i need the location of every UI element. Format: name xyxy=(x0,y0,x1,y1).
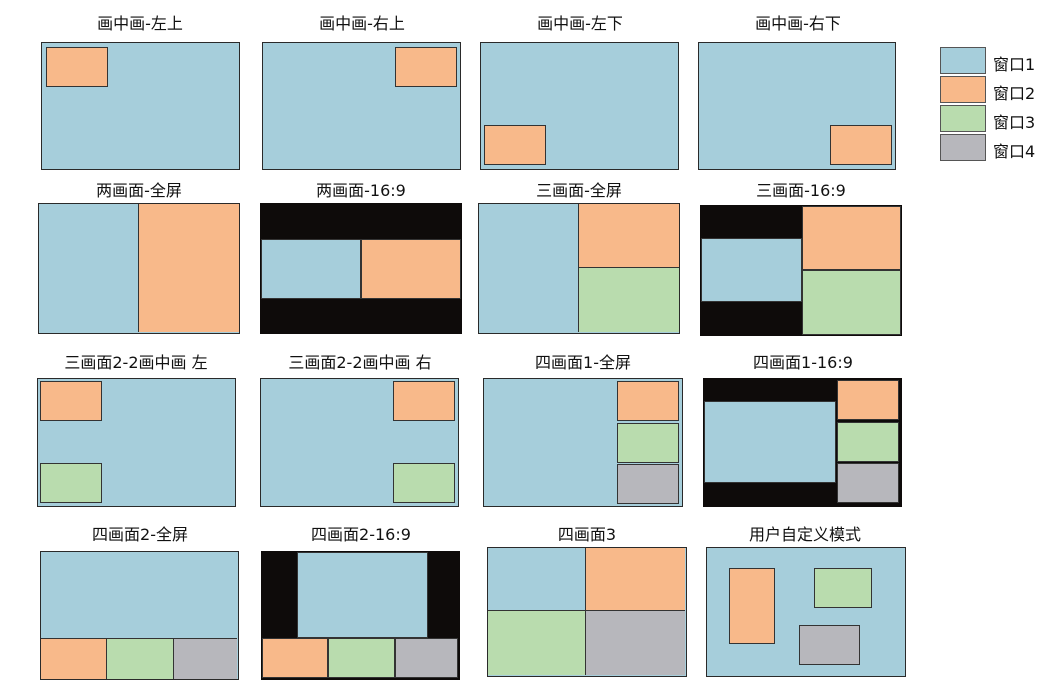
window-4 xyxy=(837,463,899,503)
legend-item-window3: 窗口3 xyxy=(940,105,1050,134)
layout-pip-bottom-right[interactable] xyxy=(698,42,896,170)
layout-three-full[interactable] xyxy=(478,203,680,334)
window-2 xyxy=(41,638,107,679)
window-1 xyxy=(297,552,428,638)
window-3 xyxy=(40,463,102,503)
window-1 xyxy=(701,238,802,302)
window-2 xyxy=(46,47,108,87)
legend-swatch-window4 xyxy=(940,134,986,161)
layout-four2-full[interactable] xyxy=(40,551,239,680)
layout-title-four3: 四画面3 xyxy=(557,525,617,544)
legend-swatch-window2 xyxy=(940,76,986,103)
window-3 xyxy=(328,638,395,678)
window-4 xyxy=(799,625,860,665)
window-2 xyxy=(393,381,455,421)
window-1 xyxy=(261,239,361,299)
legend-swatch-window3 xyxy=(940,105,986,132)
layout-four2-16-9[interactable] xyxy=(261,551,460,680)
window-3 xyxy=(814,568,872,608)
layout-three-16-9[interactable] xyxy=(700,205,902,336)
layout-two-full[interactable] xyxy=(38,203,240,334)
layout-pip-top-left[interactable] xyxy=(41,42,240,170)
layout-title-three-pip-right: 三画面2-2画中画 右 xyxy=(288,353,432,372)
legend-item-window4: 窗口4 xyxy=(940,134,1050,163)
legend-label-window4: 窗口4 xyxy=(993,142,1036,161)
window-4 xyxy=(586,611,685,675)
layout-title-pip-top-right: 画中画-右上 xyxy=(319,14,405,33)
window-2 xyxy=(837,380,899,420)
layout-title-four2-full: 四画面2-全屏 xyxy=(92,525,188,544)
layout-title-pip-bottom-left: 画中画-左下 xyxy=(537,14,623,33)
legend-label-window3: 窗口3 xyxy=(993,113,1036,132)
legend-item-window1: 窗口1 xyxy=(940,47,1050,76)
layout-four1-16-9[interactable] xyxy=(703,378,902,507)
legend-swatch-window1 xyxy=(940,47,986,74)
window-2 xyxy=(617,381,679,421)
window-3 xyxy=(837,422,899,462)
layout-title-three-pip-left: 三画面2-2画中画 左 xyxy=(64,353,208,372)
window-2 xyxy=(579,204,679,268)
window-1 xyxy=(479,204,579,332)
legend-label-window2: 窗口2 xyxy=(993,84,1036,103)
window-4 xyxy=(174,638,237,679)
window-3 xyxy=(393,463,455,503)
window-2 xyxy=(40,381,102,421)
layout-four3[interactable] xyxy=(487,547,687,677)
window-2 xyxy=(395,47,457,87)
window-4 xyxy=(617,464,679,504)
window-3 xyxy=(579,268,679,332)
layout-pip-bottom-left[interactable] xyxy=(480,42,679,170)
legend-item-window2: 窗口2 xyxy=(940,76,1050,105)
layout-two-16-9[interactable] xyxy=(260,203,462,334)
layout-title-pip-top-left: 画中画-左上 xyxy=(97,14,183,33)
layout-title-four2-16-9: 四画面2-16:9 xyxy=(311,525,411,544)
layout-title-four1-16-9: 四画面1-16:9 xyxy=(753,353,853,372)
layout-custom[interactable] xyxy=(706,547,906,677)
window-2 xyxy=(361,239,461,299)
window-2 xyxy=(484,125,546,165)
window-2 xyxy=(139,204,239,332)
window-4 xyxy=(395,638,458,678)
layout-pip-top-right[interactable] xyxy=(262,42,461,170)
window-2 xyxy=(729,568,775,644)
layout-title-three-full: 三画面-全屏 xyxy=(536,181,622,200)
window-2 xyxy=(802,206,901,270)
window-1 xyxy=(704,401,836,483)
layout-title-pip-bottom-right: 画中画-右下 xyxy=(755,14,841,33)
window-1 xyxy=(488,548,586,611)
layout-three-pip-right[interactable] xyxy=(260,378,459,507)
window-3 xyxy=(488,611,586,675)
legend-label-window1: 窗口1 xyxy=(993,55,1036,74)
window-1 xyxy=(39,204,139,332)
window-3 xyxy=(107,638,174,679)
window-2 xyxy=(830,125,892,165)
layout-title-custom: 用户自定义模式 xyxy=(748,525,861,544)
layout-four1-full[interactable] xyxy=(483,378,683,507)
window-3 xyxy=(617,423,679,463)
layout-title-two-16-9: 两画面-16:9 xyxy=(316,181,406,200)
window-2 xyxy=(586,548,685,611)
layout-title-two-full: 两画面-全屏 xyxy=(96,181,182,200)
layout-three-pip-left[interactable] xyxy=(37,378,236,507)
layout-title-three-16-9: 三画面-16:9 xyxy=(756,181,846,200)
window-2 xyxy=(262,638,328,678)
layout-title-four1-full: 四画面1-全屏 xyxy=(535,353,631,372)
window-3 xyxy=(802,270,901,335)
